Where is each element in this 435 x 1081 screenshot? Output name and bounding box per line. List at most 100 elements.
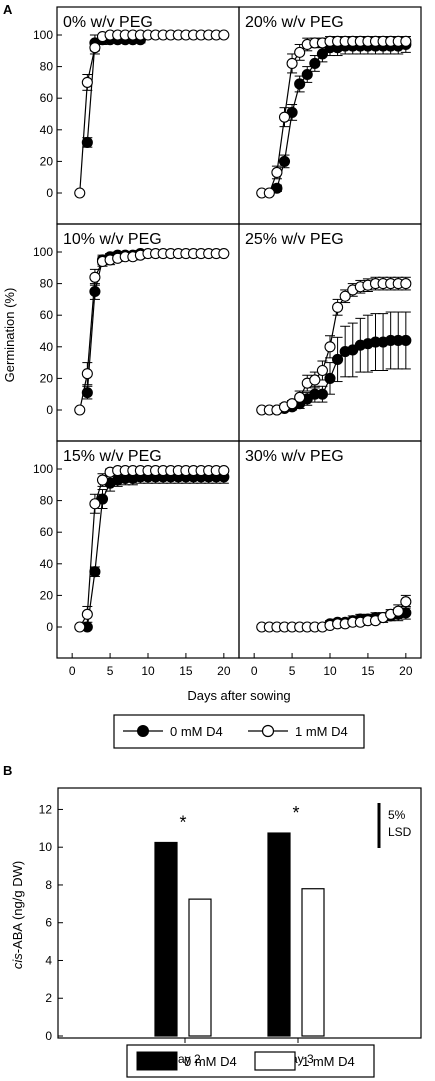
legend-b: 0 mM D4 1 mM D4 [126, 1044, 375, 1078]
x-tick-label: 0 [69, 664, 76, 678]
point-open [89, 42, 101, 54]
point-filled [301, 68, 313, 81]
series-open [74, 465, 230, 633]
point-open [271, 166, 283, 179]
y-tick-label: 0 [46, 620, 53, 634]
point-open [324, 341, 336, 353]
point-open [218, 29, 230, 41]
y-tick-label: 60 [40, 91, 54, 105]
legend-label-1: 1 mM D4 [295, 724, 348, 739]
series-line [86, 39, 141, 143]
legend-marker-filled [137, 725, 149, 737]
point-open [278, 111, 291, 123]
legend-swatch-white [254, 1051, 296, 1071]
subplot-1: 20% w/v PEG [238, 6, 422, 225]
bar [188, 898, 212, 1037]
y-tick-label: 12 [39, 802, 53, 816]
y-tick-label: 100 [33, 245, 53, 259]
subplot-title: 25% w/v PEG [245, 231, 344, 248]
x-tick-label: 15 [179, 664, 193, 678]
x-tick-label: 20 [399, 664, 413, 678]
y-axis-label: Germination (%) [2, 288, 17, 383]
legend-marker-open [261, 724, 275, 738]
subplot-2: 10% w/v PEG 0 20 40 60 80 100 [33, 223, 240, 442]
y-tick-label: 2 [45, 991, 52, 1005]
point-open [332, 301, 344, 313]
x-tick-label: 10 [323, 664, 337, 678]
series-open [74, 248, 230, 416]
point-open [89, 271, 101, 283]
point-filled [324, 372, 336, 384]
point-filled [81, 387, 93, 399]
point-open [81, 608, 93, 620]
point-open [286, 398, 298, 410]
point-filled [309, 57, 321, 69]
point-open [74, 187, 86, 199]
point-open [400, 596, 412, 608]
point-open [74, 621, 86, 633]
series-filled [81, 470, 230, 633]
series-open [74, 29, 230, 199]
y-tick-label: 80 [40, 494, 54, 508]
point-filled [316, 388, 328, 400]
y-tick-label: 0 [46, 403, 53, 417]
panel-a-letter: A [3, 2, 13, 17]
y-tick-label: 20 [40, 588, 54, 602]
subplot-title: 10% w/v PEG [63, 231, 162, 248]
y-tick-label: 80 [40, 60, 54, 74]
x-tick-label: 0 [251, 664, 258, 678]
series-line [79, 252, 224, 411]
point-open [218, 248, 230, 260]
y-tick-label: 60 [40, 308, 54, 322]
series-open [256, 35, 412, 199]
subplot-title: 30% w/v PEG [245, 448, 344, 465]
bar [154, 841, 178, 1037]
x-axis-label: Days after sowing [187, 688, 290, 703]
significance-star: * [179, 812, 186, 832]
y-tick-label: 4 [45, 953, 52, 967]
panel-b-letter: B [3, 763, 12, 778]
point-filled [278, 155, 291, 167]
point-open [294, 46, 306, 58]
legend-b-label-1: 1 mM D4 [302, 1054, 355, 1069]
bar [267, 832, 291, 1037]
lsd-label-text: LSD [388, 825, 412, 839]
point-open [400, 35, 412, 47]
point-open [263, 187, 275, 199]
point-open [286, 57, 298, 69]
legend-label-0: 0 mM D4 [170, 724, 223, 739]
subplot-5: 30% w/v PEG 0 5 10 15 20 [238, 440, 422, 678]
y-tick-label: 60 [40, 525, 54, 539]
point-filled [89, 566, 101, 578]
y-tick-label: 40 [40, 340, 54, 354]
x-tick-label: 10 [141, 664, 155, 678]
point-open [89, 498, 101, 510]
series-line [79, 34, 224, 194]
point-open [316, 364, 328, 377]
y-tick-label: 80 [40, 277, 54, 291]
point-open [339, 290, 351, 302]
lsd-bar: 5% LSD [377, 803, 412, 848]
subplot-title: 0% w/v PEG [63, 14, 153, 31]
point-filled [81, 136, 93, 148]
y-tick-label: 0 [45, 1029, 52, 1043]
subplot-0: 0% w/v PEG 0 20 40 60 80 100 [33, 6, 240, 225]
y-tick-label: 10 [39, 840, 53, 854]
y-tick-label: 8 [45, 878, 52, 892]
point-filled [89, 285, 101, 298]
plot-frame-b [57, 787, 422, 1039]
series-open [256, 276, 412, 416]
point-open [96, 474, 109, 486]
point-filled [316, 48, 328, 60]
legend-swatch-black [136, 1051, 178, 1071]
subplot-title: 15% w/v PEG [63, 448, 162, 465]
y-axis-label-b: cis-ABA (ng/g DW) [10, 861, 25, 969]
panel-a: A Germination (%) Days after sowing 0% w… [2, 2, 422, 749]
lsd-label-pct: 5% [388, 808, 406, 822]
y-tick-label: 40 [40, 123, 54, 137]
x-tick-label: 15 [361, 664, 375, 678]
subplot-title: 20% w/v PEG [245, 14, 344, 31]
point-filled [400, 334, 412, 347]
